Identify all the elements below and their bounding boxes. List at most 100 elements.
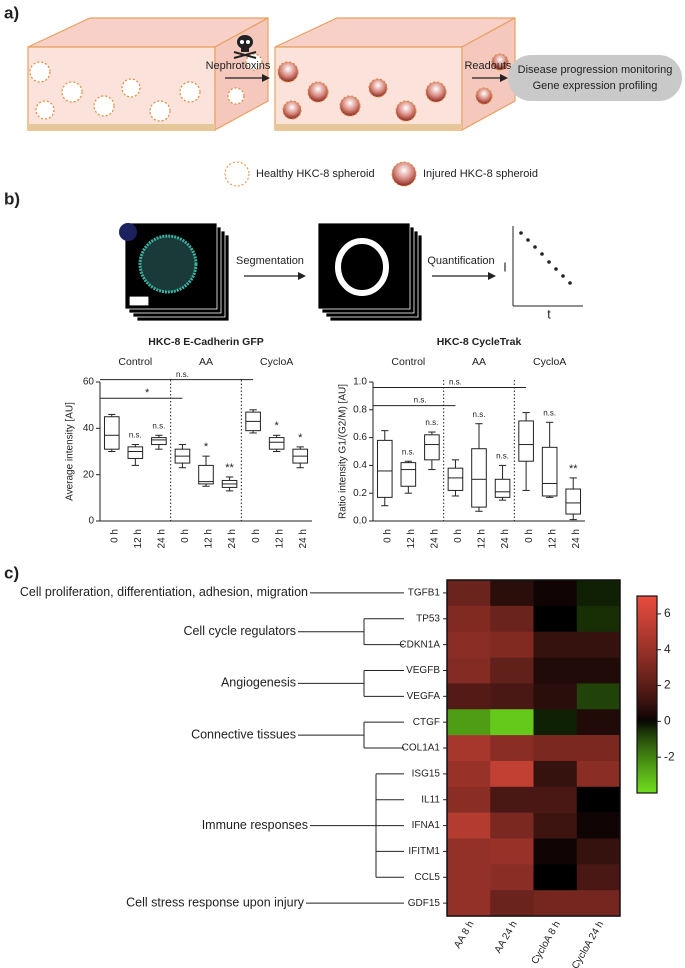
step-label: Nephrotoxins xyxy=(206,60,271,72)
row-label: IFNA1 xyxy=(412,820,441,831)
significance: * xyxy=(298,432,303,444)
y-tick-label: 0.0 xyxy=(353,516,367,527)
box xyxy=(471,448,487,508)
significance: * xyxy=(204,441,209,453)
significance: n.s. xyxy=(152,421,165,430)
significance: n.s. xyxy=(425,418,438,427)
heatmap-cell xyxy=(447,709,491,736)
heatmap-cell xyxy=(576,580,621,607)
heatmap-cell xyxy=(533,657,578,684)
group-label: Control xyxy=(118,356,152,368)
significance: n.s. xyxy=(473,410,486,419)
row-label: TP53 xyxy=(416,613,440,624)
heatmap-cell xyxy=(490,709,534,736)
x-tick-label: 24 h xyxy=(430,529,441,548)
y-tick-label: 0 xyxy=(88,516,94,527)
heatmap-cell xyxy=(576,812,621,839)
chart-title: HKC-8 CycleTrak xyxy=(437,336,522,348)
x-tick-label: 24 h xyxy=(157,529,168,548)
colorbar-label: 6 xyxy=(664,606,671,620)
heatmap-cell xyxy=(490,580,534,607)
group-label: Cell proliferation, differentiation, adh… xyxy=(20,585,308,599)
column-label: AA 8 h xyxy=(452,919,476,950)
heatmap-cell xyxy=(533,735,578,762)
panel-label: c) xyxy=(4,563,19,582)
heatmap-cell xyxy=(490,812,534,839)
row-label: IL11 xyxy=(421,794,440,805)
heatmap-cell xyxy=(490,683,534,710)
box xyxy=(376,439,393,498)
x-tick-label: 0 h xyxy=(382,529,393,543)
box xyxy=(103,416,120,450)
heatmap-cell xyxy=(576,631,621,658)
group-label: Angiogenesis xyxy=(221,676,296,690)
column-label: CycloA 8 h xyxy=(530,919,563,966)
readout-box xyxy=(508,55,682,101)
box xyxy=(565,488,582,515)
heatmap-cell xyxy=(490,657,534,684)
legend-swatch xyxy=(391,161,417,187)
box xyxy=(268,437,285,450)
segmentation-stack xyxy=(317,222,423,322)
row-label: VEGFB xyxy=(406,665,440,676)
row-label: CTGF xyxy=(413,717,440,728)
y-tick-label: 0.2 xyxy=(353,488,367,499)
row-label: GDF15 xyxy=(408,898,441,909)
heatmap-cell xyxy=(576,760,621,788)
significance: * xyxy=(275,420,280,432)
x-tick-label: 0 h xyxy=(180,529,191,543)
x-tick-label: 24 h xyxy=(227,529,238,548)
significance: ** xyxy=(225,462,234,474)
heatmap-cell xyxy=(490,760,534,788)
group-label: AA xyxy=(199,356,213,368)
y-tick-label: 1.0 xyxy=(353,377,367,388)
box xyxy=(151,437,167,446)
heatmap-cell xyxy=(533,786,578,813)
axis-label: t xyxy=(547,307,551,321)
y-tick-label: 0.8 xyxy=(353,404,367,415)
heatmap-cell xyxy=(576,786,621,813)
colorbar-label: 2 xyxy=(664,678,671,692)
x-tick-label: 12 h xyxy=(477,529,488,548)
heatmap-cell xyxy=(533,683,578,710)
column-label: CycloA 24 h xyxy=(570,919,606,968)
heatmap-cell xyxy=(447,735,491,762)
readout-label: Disease progression monitoring xyxy=(518,64,673,76)
heatmap-cell xyxy=(533,838,578,865)
heatmap-cell xyxy=(576,605,621,632)
row-label: CDKN1A xyxy=(399,639,440,650)
box xyxy=(198,464,214,485)
colorbar-label: 0 xyxy=(664,714,671,728)
y-axis-label: Average intensity [AU] xyxy=(65,402,76,501)
box xyxy=(541,446,558,497)
colorbar-label: 4 xyxy=(664,642,671,656)
legend-label: Healthy HKC-8 spheroid xyxy=(256,168,375,180)
x-tick-label: 12 h xyxy=(406,529,417,548)
step-label: Readouts xyxy=(464,60,512,72)
heatmap-cell xyxy=(447,683,491,710)
step-label: Quantification xyxy=(427,255,494,267)
arrow-head xyxy=(488,272,496,280)
heatmap-cell xyxy=(576,890,621,917)
heatmap-cell xyxy=(576,864,621,891)
heatmap-cell xyxy=(447,812,491,839)
y-tick-label: 0.4 xyxy=(353,460,367,471)
x-tick-label: 24 h xyxy=(571,529,582,548)
group-label: Cell cycle regulators xyxy=(183,624,296,638)
column-label: AA 24 h xyxy=(493,919,520,955)
heatmap-cell xyxy=(447,631,491,658)
comparison-label: n.s. xyxy=(176,370,189,379)
arrow-head xyxy=(500,74,508,82)
heatmap-cell xyxy=(576,735,621,762)
y-tick-label: 40 xyxy=(83,423,95,434)
x-tick-label: 0 h xyxy=(109,529,120,543)
heatmap-cell xyxy=(533,890,578,917)
x-tick-label: 0 h xyxy=(524,529,535,543)
box xyxy=(447,467,464,491)
legend-label: Injured HKC-8 spheroid xyxy=(423,168,538,180)
colorbar xyxy=(636,595,658,794)
heatmap-cell xyxy=(447,605,491,632)
group-label: Connective tissues xyxy=(191,727,296,741)
heatmap-cell xyxy=(533,605,578,632)
panel-label: a) xyxy=(4,3,19,22)
